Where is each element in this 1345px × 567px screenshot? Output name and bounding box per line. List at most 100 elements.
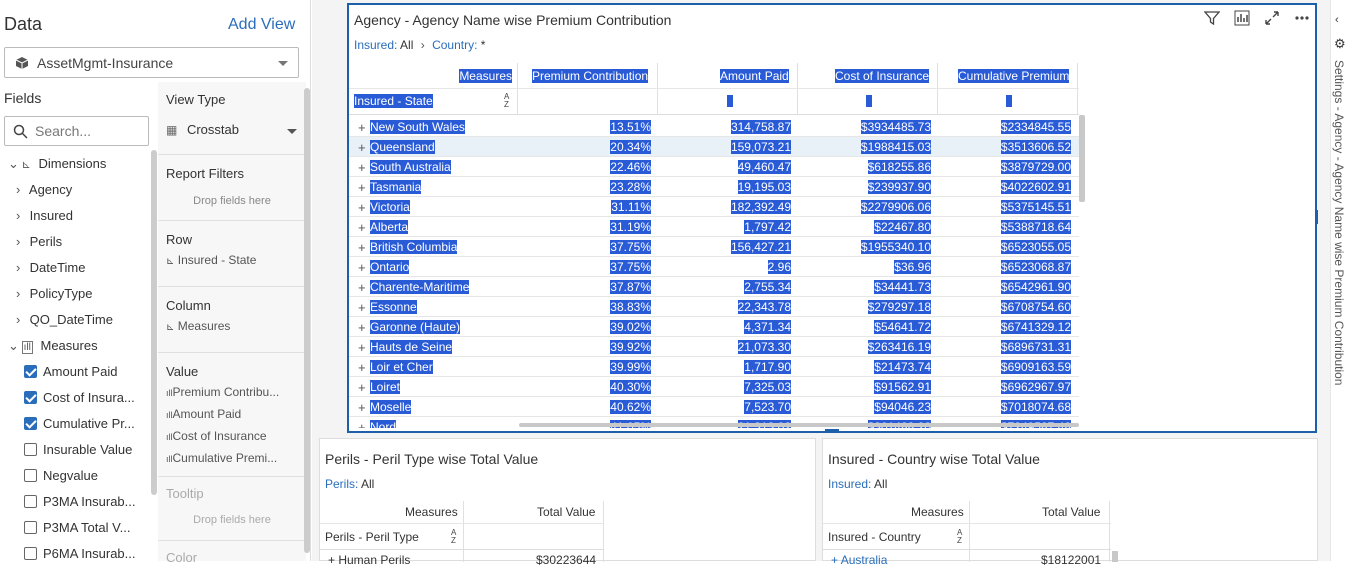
expand-icon[interactable]: + xyxy=(358,180,366,195)
row-label[interactable]: Charente-Maritime xyxy=(370,280,470,294)
dimension-item[interactable]: › Agency xyxy=(16,182,72,197)
expand-icon[interactable]: + xyxy=(358,360,366,375)
filter-icon[interactable] xyxy=(1204,10,1220,26)
widget-filters[interactable]: Insured: All › Country: * xyxy=(354,38,485,52)
widget-filters[interactable]: Insured: All xyxy=(828,477,887,491)
dimension-item[interactable]: › PolicyType xyxy=(16,286,93,301)
table-row[interactable]: + Victoria 31.11% 182,392.49 $2279906.06 $537… xyxy=(349,197,1079,217)
checkbox-p6ma-insurable[interactable] xyxy=(24,547,37,560)
column-header[interactable]: Amount Paid xyxy=(720,69,789,83)
expand-icon[interactable]: + xyxy=(358,120,366,135)
checkbox-p3ma-insurable[interactable] xyxy=(24,495,37,508)
add-view-link[interactable]: Add View xyxy=(228,16,296,33)
column-header[interactable]: Total Value xyxy=(1042,505,1101,519)
row-label[interactable]: Hauts de Seine xyxy=(370,340,453,354)
measures-group[interactable]: ⌄ ıll Measures xyxy=(8,338,98,354)
row-label[interactable]: Moselle xyxy=(370,400,412,414)
checkbox-cost-of-insurance[interactable] xyxy=(24,391,37,404)
insured-widget[interactable]: Insured - Country wise Total Value Insur… xyxy=(822,438,1318,567)
expand-icon[interactable] xyxy=(1264,10,1280,26)
table-row[interactable]: + British Columbia 37.75% 156,427.21 $195534… xyxy=(349,237,1079,257)
table-row[interactable]: + Loiret 40.30% 7,325.03 $91562.91 $6962967.9… xyxy=(349,377,1079,397)
row-label[interactable]: Nord xyxy=(370,420,397,428)
row-header[interactable]: Insured - Country xyxy=(828,530,921,544)
expand-icon[interactable]: + xyxy=(358,280,366,295)
row-label[interactable]: New South Wales xyxy=(370,120,465,134)
table-row[interactable]: + Moselle 40.62% 7,523.70 $94046.23 $7018074.… xyxy=(349,397,1079,417)
widget-filters[interactable]: Perils: All xyxy=(325,477,374,491)
dimension-item[interactable]: › Insured xyxy=(16,208,73,223)
row-label[interactable]: South Australia xyxy=(370,160,451,174)
dimension-item[interactable]: › DateTime xyxy=(16,260,86,275)
table-row[interactable]: + Ontario 37.75% 2.96 $36.96 $6523068.87 xyxy=(349,257,1079,277)
checkbox-negvalue[interactable] xyxy=(24,469,37,482)
table-row[interactable]: + Essonne 38.83% 22,343.78 $279297.18 $670875… xyxy=(349,297,1079,317)
checkbox-insurable-value[interactable] xyxy=(24,443,37,456)
value-field[interactable]: ıllCost of Insurance xyxy=(166,429,267,443)
expand-icon[interactable]: + xyxy=(358,220,366,235)
vertical-scrollbar[interactable] xyxy=(1112,551,1118,562)
gear-icon[interactable]: ⚙ xyxy=(1334,36,1345,51)
chevron-left-icon[interactable]: ‹ xyxy=(1335,14,1339,26)
table-row[interactable]: + Human Perils xyxy=(328,553,411,567)
checkbox-p3ma-total[interactable] xyxy=(24,521,37,534)
value-field[interactable]: ıllPremium Contribu... xyxy=(166,385,279,399)
expand-icon[interactable]: + xyxy=(358,420,366,428)
table-row[interactable]: + Australia xyxy=(831,553,888,567)
row-header[interactable]: Perils - Peril Type xyxy=(325,530,419,544)
dimension-item[interactable]: › Perils xyxy=(16,234,62,249)
row-label[interactable]: Queensland xyxy=(370,140,435,154)
table-row[interactable]: + Loir et Cher 39.99% 1,717.90 $21473.74 $690… xyxy=(349,357,1079,377)
value-field[interactable]: ıllCumulative Premi... xyxy=(166,451,277,465)
tooltip-dropzone[interactable]: Drop fields here xyxy=(193,514,271,526)
row-label[interactable]: Loiret xyxy=(370,380,401,394)
row-label[interactable]: Tasmania xyxy=(370,180,422,194)
table-row[interactable]: + New South Wales 13.51% 314,758.87 $3934485… xyxy=(349,117,1079,137)
row-label[interactable]: Essonne xyxy=(370,300,417,314)
settings-strip[interactable] xyxy=(1330,0,1345,561)
table-row[interactable]: + South Australia 22.46% 49,460.47 $618255.8… xyxy=(349,157,1079,177)
expand-icon[interactable]: + xyxy=(358,300,366,315)
expand-icon[interactable]: + xyxy=(358,340,366,355)
row-header[interactable]: Insured - State xyxy=(354,94,433,108)
table-row[interactable]: + Alberta 31.19% 1,797.42 $22467.80 $5388718.… xyxy=(349,217,1079,237)
row-label[interactable]: Victoria xyxy=(370,200,410,214)
expand-icon[interactable]: + xyxy=(358,240,366,255)
chart-icon[interactable] xyxy=(1234,10,1250,26)
table-row[interactable]: + Queensland 20.34% 159,073.21 $1988415.03 $3… xyxy=(349,137,1079,157)
column-header[interactable]: Total Value xyxy=(537,505,596,519)
expand-icon[interactable]: + xyxy=(358,260,366,275)
table-row[interactable]: + Tasmania 23.28% 19,195.03 $239937.90 $40226… xyxy=(349,177,1079,197)
column-header[interactable]: Cost of Insurance xyxy=(835,69,930,83)
dimension-item[interactable]: › QO_DateTime xyxy=(16,312,113,327)
column-header[interactable]: Cumulative Premium xyxy=(958,69,1070,83)
expand-icon[interactable]: + xyxy=(358,380,366,395)
column-field[interactable]: ⊾ Measures xyxy=(166,319,230,333)
checkbox-amount-paid[interactable] xyxy=(24,365,37,378)
expand-icon[interactable]: + xyxy=(358,400,366,415)
datasource-select[interactable]: AssetMgmt-Insurance xyxy=(4,47,299,78)
report-filters-dropzone[interactable]: Drop fields here xyxy=(193,195,271,207)
table-row[interactable]: + Charente-Maritime 37.87% 2,755.34 $34441.7… xyxy=(349,277,1079,297)
fields-scrollbar[interactable] xyxy=(151,150,157,495)
crosstab-widget[interactable]: Agency - Agency Name wise Premium Contri… xyxy=(347,3,1318,433)
row-label[interactable]: Loir et Cher xyxy=(370,360,433,374)
checkbox-cumulative-premium[interactable] xyxy=(24,417,37,430)
row-field[interactable]: ⊾ Insured - State xyxy=(166,253,256,267)
search-input[interactable]: Search... xyxy=(4,116,149,146)
resize-handle[interactable] xyxy=(825,429,839,432)
view-type-select[interactable]: ▦ Crosstab xyxy=(166,122,301,140)
row-label[interactable]: Ontario xyxy=(370,260,410,274)
table-row[interactable]: + Hauts de Seine 39.92% 21,073.30 $263416.19… xyxy=(349,337,1079,357)
row-label[interactable]: Garonne (Haute) xyxy=(370,320,461,334)
value-field[interactable]: ıllAmount Paid xyxy=(166,407,241,421)
vertical-scrollbar[interactable] xyxy=(1079,115,1085,202)
column-header[interactable]: Premium Contribution xyxy=(532,69,649,83)
dimensions-group[interactable]: ⌄ ⊾ Dimensions xyxy=(8,156,106,172)
config-scrollbar[interactable] xyxy=(304,88,310,553)
expand-icon[interactable]: + xyxy=(358,140,366,155)
perils-widget[interactable]: Perils - Peril Type wise Total Value Per… xyxy=(319,438,816,567)
